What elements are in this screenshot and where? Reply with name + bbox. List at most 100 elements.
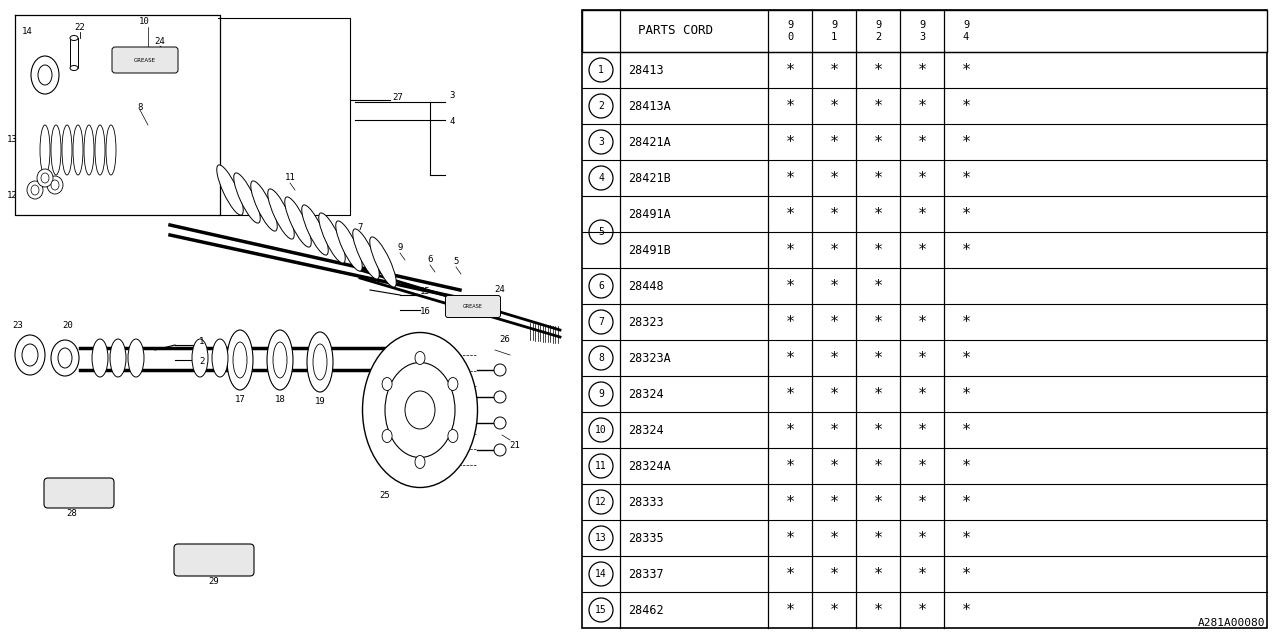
Text: GREASE: GREASE <box>68 490 90 495</box>
Text: 5: 5 <box>598 227 604 237</box>
Text: 6: 6 <box>428 255 433 264</box>
Text: 28: 28 <box>67 509 77 518</box>
Text: 2: 2 <box>598 101 604 111</box>
Text: *: * <box>873 314 883 330</box>
Text: PARTS CORD: PARTS CORD <box>637 24 713 38</box>
Text: *: * <box>918 495 927 509</box>
Text: *: * <box>829 422 838 438</box>
Text: 22: 22 <box>74 24 86 33</box>
Ellipse shape <box>216 165 243 215</box>
Text: 11: 11 <box>595 461 607 471</box>
Text: *: * <box>786 351 795 365</box>
Text: A281A00080: A281A00080 <box>1198 618 1265 628</box>
Text: 12: 12 <box>6 191 18 200</box>
Ellipse shape <box>192 339 207 377</box>
Text: *: * <box>829 134 838 150</box>
Text: 8: 8 <box>137 104 142 113</box>
Ellipse shape <box>58 348 72 368</box>
Text: 15: 15 <box>420 287 430 296</box>
Text: *: * <box>873 170 883 186</box>
Text: *: * <box>918 63 927 77</box>
Text: 24: 24 <box>494 285 506 294</box>
Text: 19: 19 <box>315 397 325 406</box>
Text: *: * <box>918 422 927 438</box>
Text: *: * <box>786 314 795 330</box>
FancyBboxPatch shape <box>174 544 253 576</box>
Ellipse shape <box>110 339 125 377</box>
Ellipse shape <box>494 364 506 376</box>
Text: 10: 10 <box>595 425 607 435</box>
Text: *: * <box>873 207 883 221</box>
Text: 28324: 28324 <box>628 424 663 436</box>
Ellipse shape <box>404 391 435 429</box>
Ellipse shape <box>494 417 506 429</box>
Bar <box>582 10 1267 52</box>
Text: 4: 4 <box>598 173 604 183</box>
Text: 9: 9 <box>397 243 403 253</box>
Text: *: * <box>918 314 927 330</box>
Text: 7: 7 <box>598 317 604 327</box>
Ellipse shape <box>84 125 93 175</box>
Ellipse shape <box>15 335 45 375</box>
Text: 3: 3 <box>598 137 604 147</box>
Text: *: * <box>873 422 883 438</box>
Ellipse shape <box>415 351 425 365</box>
Text: 20: 20 <box>63 321 73 330</box>
Ellipse shape <box>51 340 79 376</box>
Text: *: * <box>829 63 838 77</box>
Text: 3: 3 <box>449 92 454 100</box>
Ellipse shape <box>448 429 458 442</box>
Ellipse shape <box>302 205 328 255</box>
Ellipse shape <box>47 176 63 194</box>
Text: *: * <box>829 278 838 294</box>
Text: *: * <box>918 170 927 186</box>
Text: 10: 10 <box>138 17 150 26</box>
Text: GREASE: GREASE <box>134 58 156 63</box>
Text: 25: 25 <box>380 490 390 499</box>
Text: 28323: 28323 <box>628 316 663 328</box>
Text: *: * <box>918 387 927 401</box>
Text: *: * <box>873 63 883 77</box>
Text: *: * <box>786 387 795 401</box>
Text: *: * <box>918 351 927 365</box>
Text: 28462: 28462 <box>628 604 663 616</box>
Text: *: * <box>829 351 838 365</box>
Ellipse shape <box>227 330 253 390</box>
Text: 9
3: 9 3 <box>919 20 925 42</box>
Text: 13: 13 <box>595 533 607 543</box>
Text: 9
2: 9 2 <box>874 20 881 42</box>
Text: *: * <box>961 387 970 401</box>
Text: *: * <box>918 566 927 582</box>
Text: *: * <box>873 243 883 257</box>
Text: 28421A: 28421A <box>628 136 671 148</box>
Text: *: * <box>873 566 883 582</box>
Text: 24: 24 <box>155 38 165 47</box>
Text: *: * <box>829 602 838 618</box>
Ellipse shape <box>415 456 425 468</box>
Text: *: * <box>873 351 883 365</box>
Text: *: * <box>786 531 795 545</box>
Text: 21: 21 <box>509 440 521 449</box>
Ellipse shape <box>494 391 506 403</box>
Text: *: * <box>961 531 970 545</box>
Text: *: * <box>961 566 970 582</box>
Text: *: * <box>961 207 970 221</box>
Ellipse shape <box>38 65 52 85</box>
Text: *: * <box>873 99 883 113</box>
Text: 28333: 28333 <box>628 495 663 509</box>
Text: 4: 4 <box>449 118 454 127</box>
Text: 18: 18 <box>275 396 285 404</box>
Text: *: * <box>829 566 838 582</box>
Text: 2: 2 <box>200 358 205 367</box>
Ellipse shape <box>106 125 116 175</box>
Text: *: * <box>873 495 883 509</box>
Ellipse shape <box>73 125 83 175</box>
Text: *: * <box>829 243 838 257</box>
Text: *: * <box>873 278 883 294</box>
Text: GREASE: GREASE <box>204 557 225 563</box>
Text: 28337: 28337 <box>628 568 663 580</box>
Ellipse shape <box>212 339 228 377</box>
Text: *: * <box>786 134 795 150</box>
Ellipse shape <box>51 180 59 190</box>
Ellipse shape <box>494 444 506 456</box>
